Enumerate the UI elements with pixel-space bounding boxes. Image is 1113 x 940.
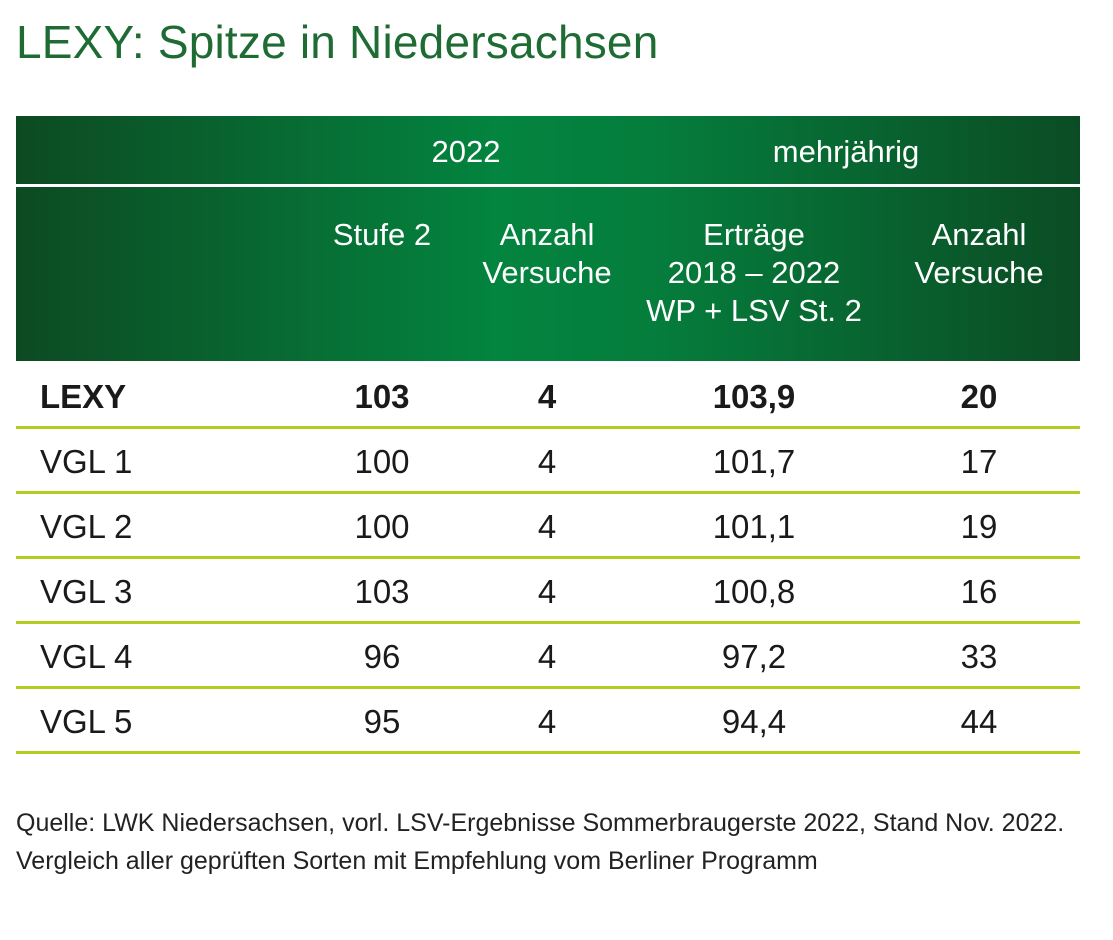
row-name: LEXY (40, 378, 127, 415)
row-name: VGL 3 (40, 573, 133, 610)
cell-anzahl-2022: 4 (537, 443, 557, 480)
cell-anzahl-2022: 4 (537, 638, 557, 675)
column-header-anzahl-versuche-mehrjaehrig: Anzahl Versuche (914, 217, 1044, 290)
cell-stufe2: 100 (354, 443, 410, 480)
cell-ertraege: 97,2 (721, 638, 787, 675)
cell-anzahl-2022: 4 (537, 573, 557, 610)
table-row: VGL 4 96 4 97,2 33 (16, 624, 1080, 689)
cell-anzahl-mehrjaehrig: 20 (960, 378, 998, 415)
cell-anzahl-mehrjaehrig: 33 (960, 638, 998, 675)
cell-stufe2: 95 (363, 703, 401, 740)
group-header-2022: 2022 (431, 134, 501, 169)
row-name: VGL 5 (40, 703, 133, 740)
source-note: Quelle: LWK Niedersachsen, vorl. LSV-Erg… (16, 809, 1065, 875)
row-name: VGL 1 (40, 443, 133, 480)
cell-anzahl-mehrjaehrig: 16 (960, 573, 998, 610)
cell-ertraege: 101,1 (712, 508, 796, 545)
column-header-anzahl-versuche-2022: Anzahl Versuche (482, 217, 612, 290)
cell-stufe2: 103 (354, 378, 410, 415)
cell-ertraege: 94,4 (721, 703, 787, 740)
table-row: VGL 2 100 4 101,1 19 (16, 494, 1080, 559)
header-divider (16, 184, 1080, 187)
cell-anzahl-mehrjaehrig: 19 (960, 508, 998, 545)
cell-anzahl-2022: 4 (537, 508, 557, 545)
column-header-ertraege: Erträge 2018 – 2022 WP + LSV St. 2 (646, 217, 862, 328)
group-header-mehrjaehrig: mehrjährig (772, 134, 920, 169)
table-row: VGL 5 95 4 94,4 44 (16, 689, 1080, 754)
table-row-lexy: LEXY 103 4 103,9 20 (16, 364, 1080, 429)
table-row: VGL 1 100 4 101,7 17 (16, 429, 1080, 494)
row-name: VGL 4 (40, 638, 133, 675)
page-title: LEXY: Spitze in Niedersachsen (16, 16, 659, 68)
cell-ertraege: 100,8 (712, 573, 796, 610)
row-name: VGL 2 (40, 508, 133, 545)
cell-ertraege: 101,7 (712, 443, 796, 480)
table-header: 2022 mehrjährig Stufe 2 Anzahl Versuche … (16, 116, 1080, 361)
cell-stufe2: 100 (354, 508, 410, 545)
cell-anzahl-2022: 4 (537, 378, 557, 415)
cell-ertraege: 103,9 (712, 378, 796, 415)
cell-anzahl-mehrjaehrig: 44 (960, 703, 998, 740)
cell-stufe2: 103 (354, 573, 410, 610)
cell-stufe2: 96 (363, 638, 401, 675)
column-header-stufe2: Stufe 2 (332, 217, 432, 252)
cell-anzahl-mehrjaehrig: 17 (960, 443, 998, 480)
table-row: VGL 3 103 4 100,8 16 (16, 559, 1080, 624)
cell-anzahl-2022: 4 (537, 703, 557, 740)
